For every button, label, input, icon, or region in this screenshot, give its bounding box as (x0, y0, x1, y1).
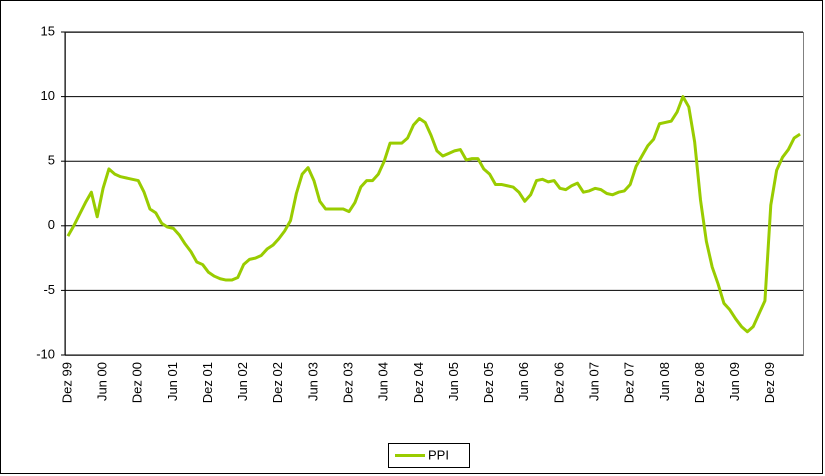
x-tick-label: Dez 08 (692, 362, 707, 403)
x-tick-label: Dez 09 (762, 362, 777, 403)
y-tick-label: -5 (43, 282, 55, 297)
x-tick-label: Dez 01 (200, 362, 215, 403)
x-tick-label: Dez 05 (481, 362, 496, 403)
x-tick-label: Jun 02 (235, 362, 250, 401)
x-tick-label: Dez 07 (622, 362, 637, 403)
y-tick-label: 10 (41, 88, 55, 103)
legend-label: PPI (428, 447, 449, 462)
x-tick-label: Jun 05 (446, 362, 461, 401)
series-line (66, 95, 801, 334)
x-tick-label: Dez 03 (341, 362, 356, 403)
x-tick-label: Jun 08 (657, 362, 672, 401)
x-tick-label: Jun 01 (165, 362, 180, 401)
x-tick-label: Dez 04 (411, 362, 426, 403)
y-tick-label: 15 (41, 23, 55, 38)
x-tick-label: Jun 03 (305, 362, 320, 401)
x-tick-label: Jun 09 (727, 362, 742, 401)
x-tick-label: Jun 07 (587, 362, 602, 401)
y-tick-label: -10 (36, 346, 55, 361)
y-tick-label: 5 (48, 153, 55, 168)
x-tick-label: Dez 00 (130, 362, 145, 403)
x-tick-label: Dez 06 (551, 362, 566, 403)
x-tick-label: Dez 02 (270, 362, 285, 403)
x-tick-label: Jun 06 (516, 362, 531, 401)
x-tick-label: Dez 99 (59, 362, 74, 403)
x-tick-label: Jun 04 (376, 362, 391, 401)
y-tick-label: 0 (48, 217, 55, 232)
x-tick-label: Jun 00 (95, 362, 110, 401)
